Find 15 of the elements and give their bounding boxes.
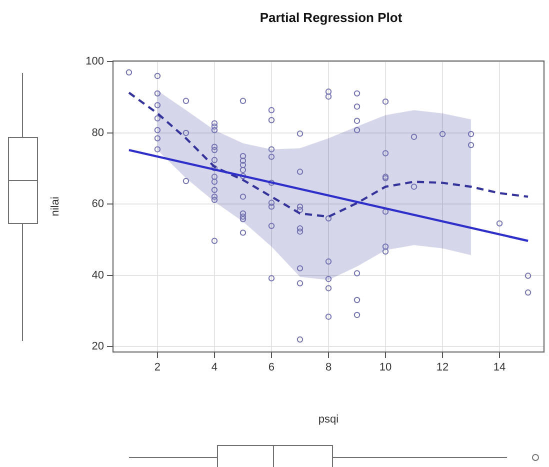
y-tick-label: 20 bbox=[92, 340, 104, 353]
chart-title: Partial Regression Plot bbox=[258, 10, 404, 25]
x-tick-label: 4 bbox=[211, 362, 218, 374]
x-tick-label: 12 bbox=[436, 362, 449, 374]
y-tick-label: 80 bbox=[92, 126, 104, 139]
x-tick-label: 10 bbox=[379, 362, 392, 374]
x-tick-label: 14 bbox=[493, 362, 506, 374]
x-axis-title: psqi bbox=[318, 413, 339, 426]
y-tick-label: 60 bbox=[92, 198, 104, 210]
y-tick-label: 40 bbox=[92, 269, 104, 282]
x-tick-label: 8 bbox=[325, 362, 332, 374]
y-tick-label: 100 bbox=[86, 56, 104, 68]
x-tick-label: 6 bbox=[268, 362, 275, 374]
x-tick-label: 2 bbox=[154, 362, 161, 374]
y-axis-title: nilai bbox=[50, 196, 62, 216]
